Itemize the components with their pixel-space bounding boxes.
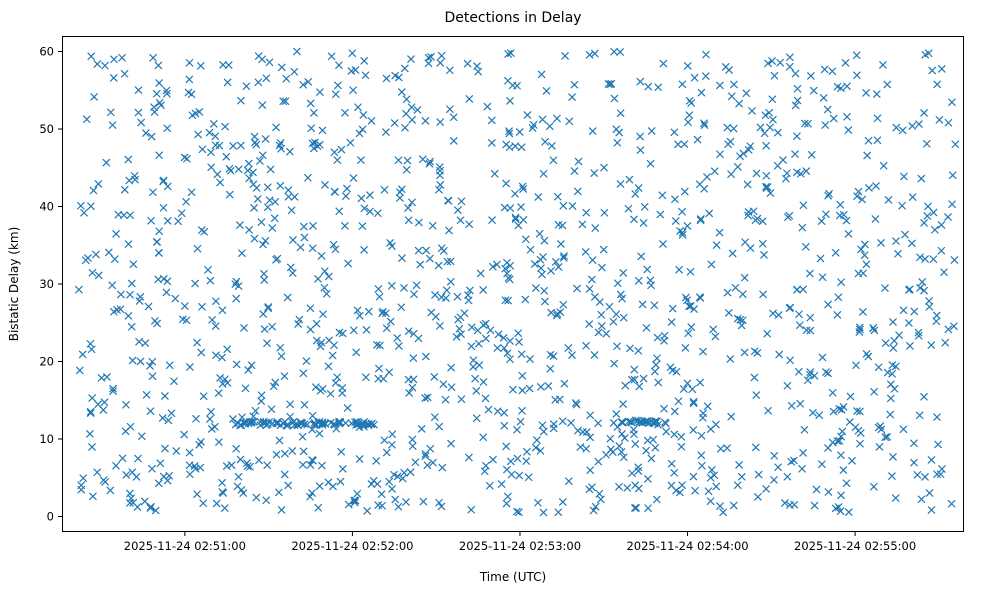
x-axis-label: Time (UTC) [479, 570, 547, 584]
axes-spines [62, 36, 964, 532]
x-tick-label: 2025-11-24 02:51:00 [124, 539, 246, 553]
y-tick-label: 50 [39, 122, 54, 136]
scatter-points [75, 47, 960, 517]
y-tick-label: 20 [39, 355, 54, 369]
y-tick-label: 0 [47, 510, 54, 524]
x-tick-label: 2025-11-24 02:55:00 [794, 539, 916, 553]
x-tick-label: 2025-11-24 02:52:00 [291, 539, 413, 553]
y-tick-label: 30 [39, 277, 54, 291]
y-axis-label: Bistatic Delay (km) [7, 226, 21, 342]
y-tick-label: 60 [39, 45, 54, 59]
chart-title: Detections in Delay [444, 10, 582, 26]
y-tick-label: 40 [39, 200, 54, 214]
y-tick-label: 10 [39, 432, 54, 446]
x-tick-label: 2025-11-24 02:53:00 [459, 539, 581, 553]
x-tick-label: 2025-11-24 02:54:00 [626, 539, 748, 553]
